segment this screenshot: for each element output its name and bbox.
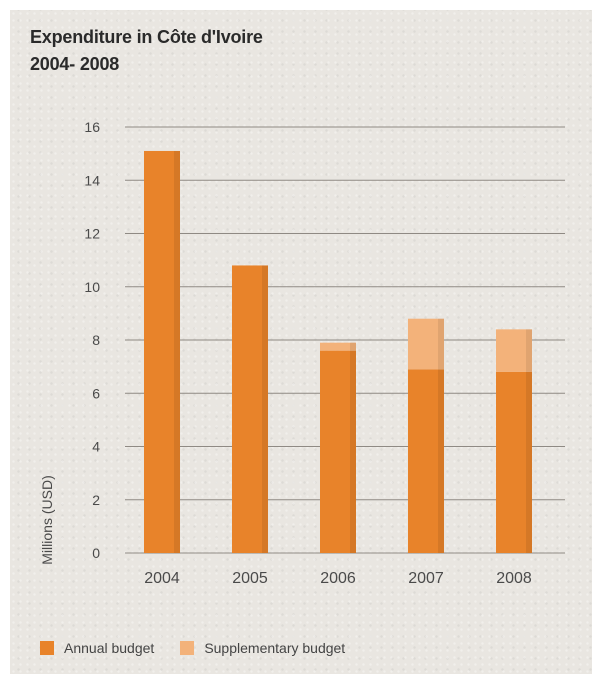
legend: Annual budget Supplementary budget — [40, 640, 371, 656]
chart-panel — [10, 10, 592, 674]
bar-shade — [526, 329, 532, 372]
y-tick-label: 2 — [92, 492, 100, 508]
y-tick-label: 4 — [92, 439, 100, 455]
bar-annual — [408, 369, 444, 553]
y-tick-label: 0 — [92, 545, 100, 561]
bar-shade — [350, 350, 356, 553]
bar-annual — [144, 150, 180, 553]
bar-shade — [438, 318, 444, 370]
legend-label-annual: Annual budget — [64, 640, 155, 656]
legend-label-supplementary: Supplementary budget — [204, 640, 346, 656]
chart-title: Expenditure in Côte d'Ivoire — [30, 27, 263, 47]
bar-annual — [496, 371, 532, 553]
chart-title-block: Expenditure in Côte d'Ivoire 2004- 2008 — [30, 24, 263, 78]
bar-supplementary — [320, 342, 356, 351]
bar-supplementary — [408, 318, 444, 370]
y-tick-label: 12 — [84, 226, 100, 242]
x-tick-label: 2008 — [496, 570, 532, 587]
y-tick-label: 8 — [92, 332, 100, 348]
legend-item-supplementary: Supplementary budget — [180, 640, 345, 656]
bar-shade — [526, 371, 532, 553]
y-tick-label: 6 — [92, 385, 100, 401]
x-tick-label: 2004 — [144, 570, 180, 587]
bar-shade — [438, 369, 444, 553]
bar-shade — [174, 150, 180, 553]
x-tick-label: 2005 — [232, 570, 268, 587]
x-tick-label: 2007 — [408, 570, 444, 587]
chart-subtitle: 2004- 2008 — [30, 54, 120, 74]
legend-swatch-supplementary — [180, 641, 195, 655]
bar-shade — [350, 342, 356, 351]
legend-item-annual: Annual budget — [40, 640, 154, 656]
y-axis-label: Millions (USD) — [39, 475, 55, 564]
y-tick-label: 14 — [84, 172, 100, 188]
x-tick-label: 2006 — [320, 570, 356, 587]
y-tick-label: 16 — [84, 119, 100, 135]
bar-annual — [232, 265, 268, 553]
bar-supplementary — [496, 329, 532, 372]
bar-annual — [320, 350, 356, 553]
y-tick-label: 10 — [84, 279, 100, 295]
bar-shade — [262, 265, 268, 553]
legend-swatch-annual — [40, 641, 54, 655]
